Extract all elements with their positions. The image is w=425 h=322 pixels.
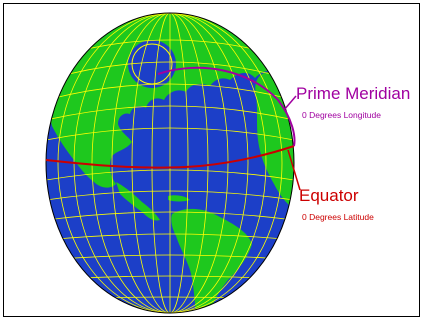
- equator-sublabel: 0 Degrees Latitude: [302, 212, 374, 222]
- prime-meridian-line: [157, 66, 296, 147]
- globe-grid: [46, 13, 294, 313]
- equator-pointer: [287, 149, 301, 191]
- arctic-ocean: [128, 40, 176, 88]
- prime-meridian-sublabel: 0 Degrees Longitude: [302, 110, 381, 120]
- prime-meridian-label: Prime Meridian: [296, 84, 411, 103]
- equator-label: Equator: [299, 186, 359, 205]
- south-america-land: [171, 208, 252, 312]
- equator-line: [45, 145, 295, 169]
- central-america-land: [116, 182, 160, 221]
- prime-meridian-pointer: [283, 95, 297, 111]
